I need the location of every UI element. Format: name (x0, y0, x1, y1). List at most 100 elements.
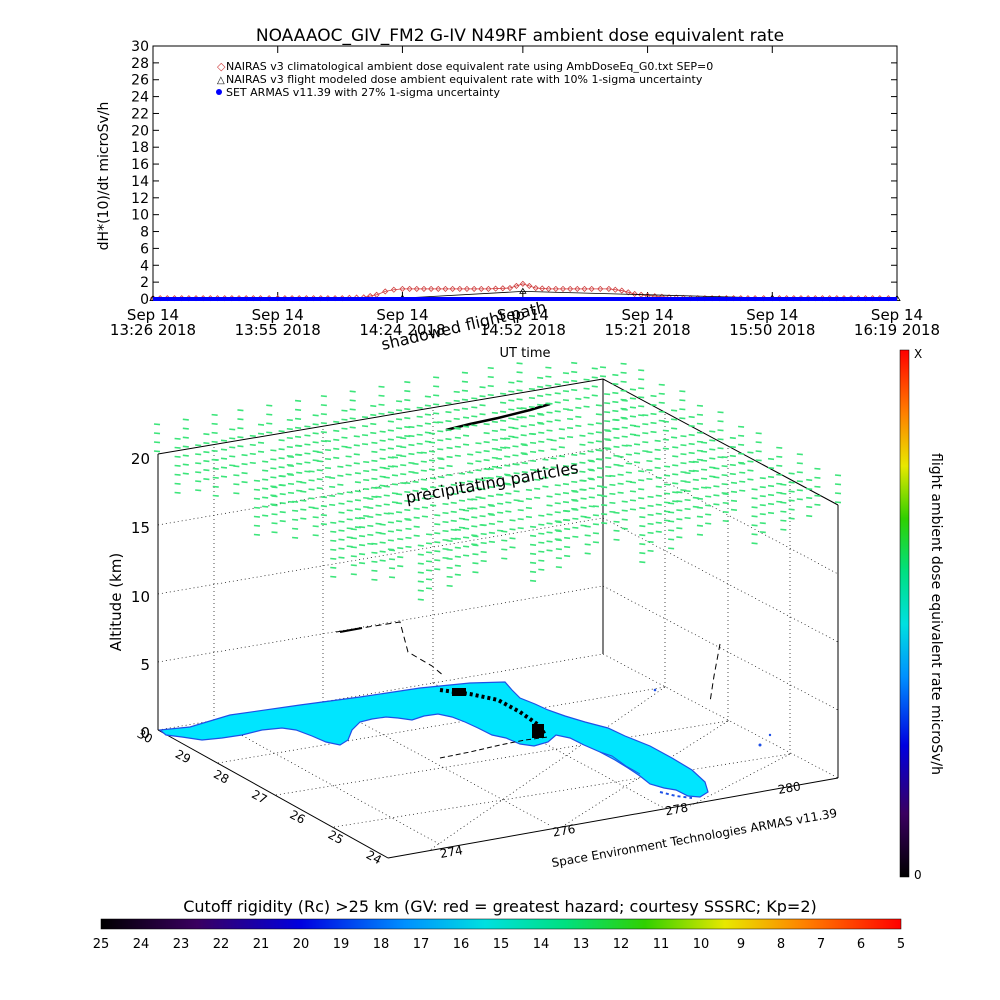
x-tick-date: Sep 14 (252, 306, 304, 324)
particle (417, 562, 424, 565)
particle (425, 578, 433, 581)
particle (396, 511, 403, 514)
particle (324, 457, 332, 461)
particle (605, 465, 612, 469)
particle (388, 558, 396, 561)
particle (529, 570, 537, 573)
particle (203, 433, 210, 436)
particle (270, 476, 277, 479)
particle (658, 410, 665, 413)
particle (271, 531, 278, 534)
rigidity-bar-title: Cutoff rigidity (Rc) >25 km (GV: red = g… (183, 897, 817, 916)
particle (516, 371, 523, 374)
particle (416, 451, 423, 454)
particle (388, 576, 396, 579)
particle (722, 519, 729, 523)
particle (629, 406, 637, 409)
legend-label-climatological: NAIRAS v3 climatological ambient dose eq… (226, 60, 713, 73)
particle (296, 489, 303, 492)
particle (428, 459, 436, 462)
data-point-climatological (631, 290, 638, 298)
particle (445, 420, 452, 423)
particle (729, 463, 736, 467)
particle (458, 472, 466, 475)
particle (713, 485, 720, 488)
particle (663, 483, 671, 486)
particle (237, 436, 244, 439)
particle (592, 514, 599, 517)
particle (814, 467, 821, 470)
particle (554, 383, 561, 386)
rigidity-tick-label: 7 (817, 937, 825, 952)
particle (705, 522, 712, 525)
particle (700, 477, 708, 480)
particle (388, 567, 396, 570)
particle (442, 529, 449, 533)
particle (587, 423, 594, 426)
particle (497, 502, 504, 505)
particle (709, 475, 716, 478)
particle (404, 399, 411, 402)
particle (759, 477, 766, 480)
particle (668, 547, 675, 550)
particle (672, 473, 679, 476)
particle (575, 424, 582, 427)
particle (738, 425, 745, 428)
particle (646, 459, 653, 463)
particle (751, 497, 758, 500)
particle (338, 538, 345, 541)
particle (324, 448, 332, 452)
particle (454, 454, 461, 457)
particle (354, 517, 362, 520)
particle (684, 498, 691, 502)
particle (195, 444, 202, 447)
particle (538, 559, 545, 562)
particle (195, 480, 202, 483)
particle (270, 494, 277, 497)
particle (662, 438, 669, 441)
particle (479, 506, 486, 509)
particle (834, 501, 842, 504)
particle (501, 539, 508, 542)
particle (296, 480, 303, 483)
legend-marker-flight-modeled: △ (217, 75, 225, 86)
particle (776, 482, 783, 485)
particle (564, 545, 571, 549)
particle (504, 455, 511, 458)
particle (487, 366, 494, 370)
particle (516, 416, 523, 419)
left-floor-edge (157, 729, 389, 859)
rigidity-tick-label: 20 (293, 937, 310, 952)
particle (237, 427, 244, 430)
particle (350, 564, 357, 567)
top-right-edge (602, 378, 839, 506)
particle (529, 468, 537, 472)
particle (442, 502, 449, 506)
particle (278, 448, 285, 451)
particle (525, 488, 533, 492)
particle (755, 441, 762, 444)
particle (437, 457, 444, 460)
data-point-climatological (581, 285, 588, 292)
particle (709, 430, 716, 433)
particle (279, 520, 286, 523)
particle (487, 512, 494, 516)
latitude-tick-label: 29 (173, 747, 193, 767)
particle (562, 483, 570, 486)
particle (278, 430, 285, 433)
particle (672, 455, 679, 458)
particle (262, 514, 269, 517)
particle (562, 492, 570, 495)
particle (525, 515, 533, 519)
particle (604, 420, 611, 423)
particle (629, 397, 637, 400)
rigidity-tick-label: 13 (573, 937, 590, 952)
particle (546, 495, 553, 498)
particle (237, 445, 244, 448)
particle (788, 517, 795, 520)
particle (520, 443, 527, 446)
particle (696, 458, 703, 461)
particle (642, 441, 649, 444)
particle (237, 418, 244, 421)
particle (262, 478, 269, 481)
